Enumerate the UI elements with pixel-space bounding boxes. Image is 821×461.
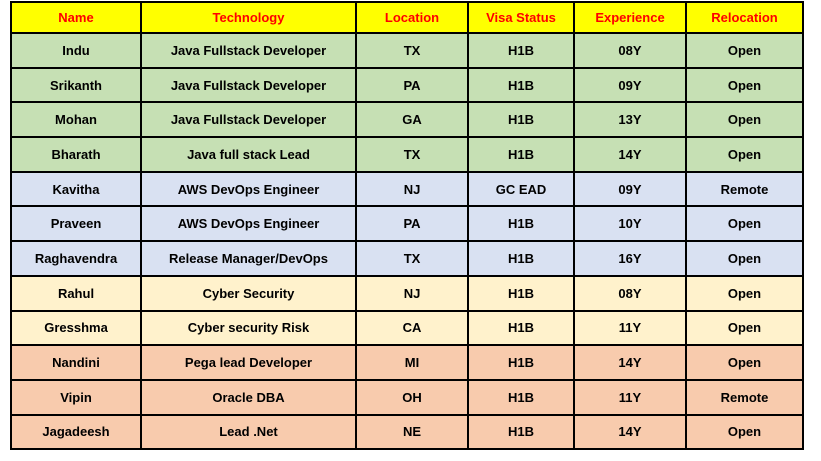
cell-name: Jagadeesh [10,413,142,451]
cell-name: Mohan [10,101,142,139]
cell-technology: AWS DevOps Engineer [140,205,357,243]
cell-experience: 09Y [573,66,687,104]
header-row: Name Technology Location Visa Status Experie… [10,1,804,34]
cell-experience: 13Y [573,101,687,139]
cell-technology: Release Manager/DevOps [140,240,357,277]
cell-location: MI [355,344,469,381]
cell-name: Nandini [10,344,142,381]
cell-relocation: Open [685,32,804,69]
cell-name: Praveen [10,205,142,243]
cell-name: Srikanth [10,66,142,104]
cell-name: Vipin [10,378,142,416]
column-header-visa_status: Visa Status [467,1,575,34]
cell-name: Indu [10,32,142,69]
cell-relocation: Open [685,309,804,347]
column-header-technology: Technology [140,1,357,34]
cell-experience: 11Y [573,378,687,416]
cell-relocation: Open [685,240,804,277]
cell-technology: Oracle DBA [140,378,357,416]
cell-location: PA [355,205,469,243]
cell-visa_status: H1B [467,101,575,139]
cell-relocation: Open [685,205,804,243]
cell-relocation: Open [685,274,804,312]
cell-experience: 08Y [573,274,687,312]
cell-visa_status: H1B [467,413,575,451]
cell-experience: 08Y [573,32,687,69]
candidates-table-container: Name Technology Location Visa Status Experie… [10,1,804,451]
cell-visa_status: H1B [467,205,575,243]
cell-relocation: Open [685,344,804,381]
cell-relocation: Remote [685,170,804,208]
table-body: Indu Java Fullstack Developer TX H1B 08Y Open… [10,32,804,451]
cell-name: Rahul [10,274,142,312]
cell-relocation: Open [685,136,804,173]
cell-name: Gresshma [10,309,142,347]
cell-location: OH [355,378,469,416]
cell-name: Bharath [10,136,142,173]
cell-visa_status: H1B [467,344,575,381]
column-header-name: Name [10,1,142,34]
table-row: Jagadeesh Lead .Net NE H1B 14Y Open [10,413,804,451]
cell-name: Raghavendra [10,240,142,277]
cell-technology: Cyber Security [140,274,357,312]
cell-location: TX [355,240,469,277]
table-row: Srikanth Java Fullstack Developer PA H1B 09Y… [10,66,804,104]
cell-visa_status: H1B [467,32,575,69]
cell-visa_status: GC EAD [467,170,575,208]
cell-experience: 14Y [573,344,687,381]
cell-location: GA [355,101,469,139]
cell-experience: 16Y [573,240,687,277]
cell-technology: Cyber security Risk [140,309,357,347]
cell-technology: Pega lead Developer [140,344,357,381]
cell-experience: 09Y [573,170,687,208]
table-row: Vipin Oracle DBA OH H1B 11Y Remote [10,378,804,416]
table-row: Mohan Java Fullstack Developer GA H1B 13Y Ope… [10,101,804,139]
candidates-table: Name Technology Location Visa Status Experie… [10,1,804,451]
cell-relocation: Remote [685,378,804,416]
cell-visa_status: H1B [467,274,575,312]
cell-experience: 14Y [573,136,687,173]
cell-location: TX [355,136,469,173]
cell-technology: Java Fullstack Developer [140,101,357,139]
cell-visa_status: H1B [467,136,575,173]
cell-visa_status: H1B [467,66,575,104]
table-row: Nandini Pega lead Developer MI H1B 14Y Open [10,344,804,381]
column-header-location: Location [355,1,469,34]
column-header-experience: Experience [573,1,687,34]
cell-technology: Java Fullstack Developer [140,32,357,69]
cell-location: NJ [355,274,469,312]
cell-visa_status: H1B [467,378,575,416]
cell-experience: 10Y [573,205,687,243]
cell-location: CA [355,309,469,347]
table-row: Gresshma Cyber security Risk CA H1B 11Y Open [10,309,804,347]
cell-location: PA [355,66,469,104]
table-header: Name Technology Location Visa Status Experie… [10,1,804,34]
table-row: Raghavendra Release Manager/DevOps TX H1B 16… [10,240,804,277]
table-row: Praveen AWS DevOps Engineer PA H1B 10Y Open [10,205,804,243]
cell-relocation: Open [685,66,804,104]
cell-experience: 11Y [573,309,687,347]
cell-relocation: Open [685,101,804,139]
table-row: Indu Java Fullstack Developer TX H1B 08Y Open [10,32,804,69]
cell-visa_status: H1B [467,309,575,347]
table-row: Bharath Java full stack Lead TX H1B 14Y Open [10,136,804,173]
cell-name: Kavitha [10,170,142,208]
cell-location: NJ [355,170,469,208]
cell-technology: Java Fullstack Developer [140,66,357,104]
cell-technology: Java full stack Lead [140,136,357,173]
cell-technology: Lead .Net [140,413,357,451]
table-row: Kavitha AWS DevOps Engineer NJ GC EAD 09Y Rem… [10,170,804,208]
cell-experience: 14Y [573,413,687,451]
cell-location: NE [355,413,469,451]
column-header-relocation: Relocation [685,1,804,34]
cell-location: TX [355,32,469,69]
cell-relocation: Open [685,413,804,451]
table-row: Rahul Cyber Security NJ H1B 08Y Open [10,274,804,312]
cell-technology: AWS DevOps Engineer [140,170,357,208]
cell-visa_status: H1B [467,240,575,277]
